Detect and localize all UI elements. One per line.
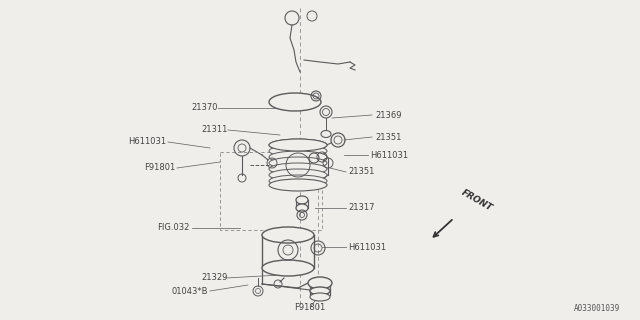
- Ellipse shape: [269, 169, 327, 181]
- Text: H611031: H611031: [370, 150, 408, 159]
- Text: F91801: F91801: [144, 164, 175, 172]
- Ellipse shape: [269, 179, 327, 191]
- Text: A033001039: A033001039: [573, 304, 620, 313]
- Ellipse shape: [296, 204, 308, 212]
- Ellipse shape: [262, 260, 314, 276]
- Text: 21329: 21329: [202, 274, 228, 283]
- Text: 01043*B: 01043*B: [172, 286, 208, 295]
- Ellipse shape: [269, 175, 327, 187]
- Ellipse shape: [269, 139, 327, 151]
- Ellipse shape: [269, 93, 321, 111]
- Ellipse shape: [269, 163, 327, 175]
- Text: 21369: 21369: [375, 110, 401, 119]
- Text: 21351: 21351: [375, 132, 401, 141]
- Ellipse shape: [310, 293, 330, 301]
- Text: H611031: H611031: [348, 243, 386, 252]
- Text: H611031: H611031: [128, 138, 166, 147]
- Ellipse shape: [310, 287, 330, 295]
- Text: 21351: 21351: [348, 167, 374, 177]
- Ellipse shape: [269, 139, 327, 151]
- Ellipse shape: [308, 277, 332, 289]
- Ellipse shape: [262, 227, 314, 243]
- Text: 21317: 21317: [348, 204, 374, 212]
- Text: FRONT: FRONT: [460, 188, 494, 213]
- Ellipse shape: [296, 196, 308, 204]
- Ellipse shape: [269, 157, 327, 169]
- Text: 21370: 21370: [191, 103, 218, 113]
- Text: 21311: 21311: [202, 125, 228, 134]
- Ellipse shape: [269, 151, 327, 163]
- Text: FIG.032: FIG.032: [157, 223, 190, 233]
- Text: F91801: F91801: [294, 302, 326, 311]
- Ellipse shape: [269, 145, 327, 157]
